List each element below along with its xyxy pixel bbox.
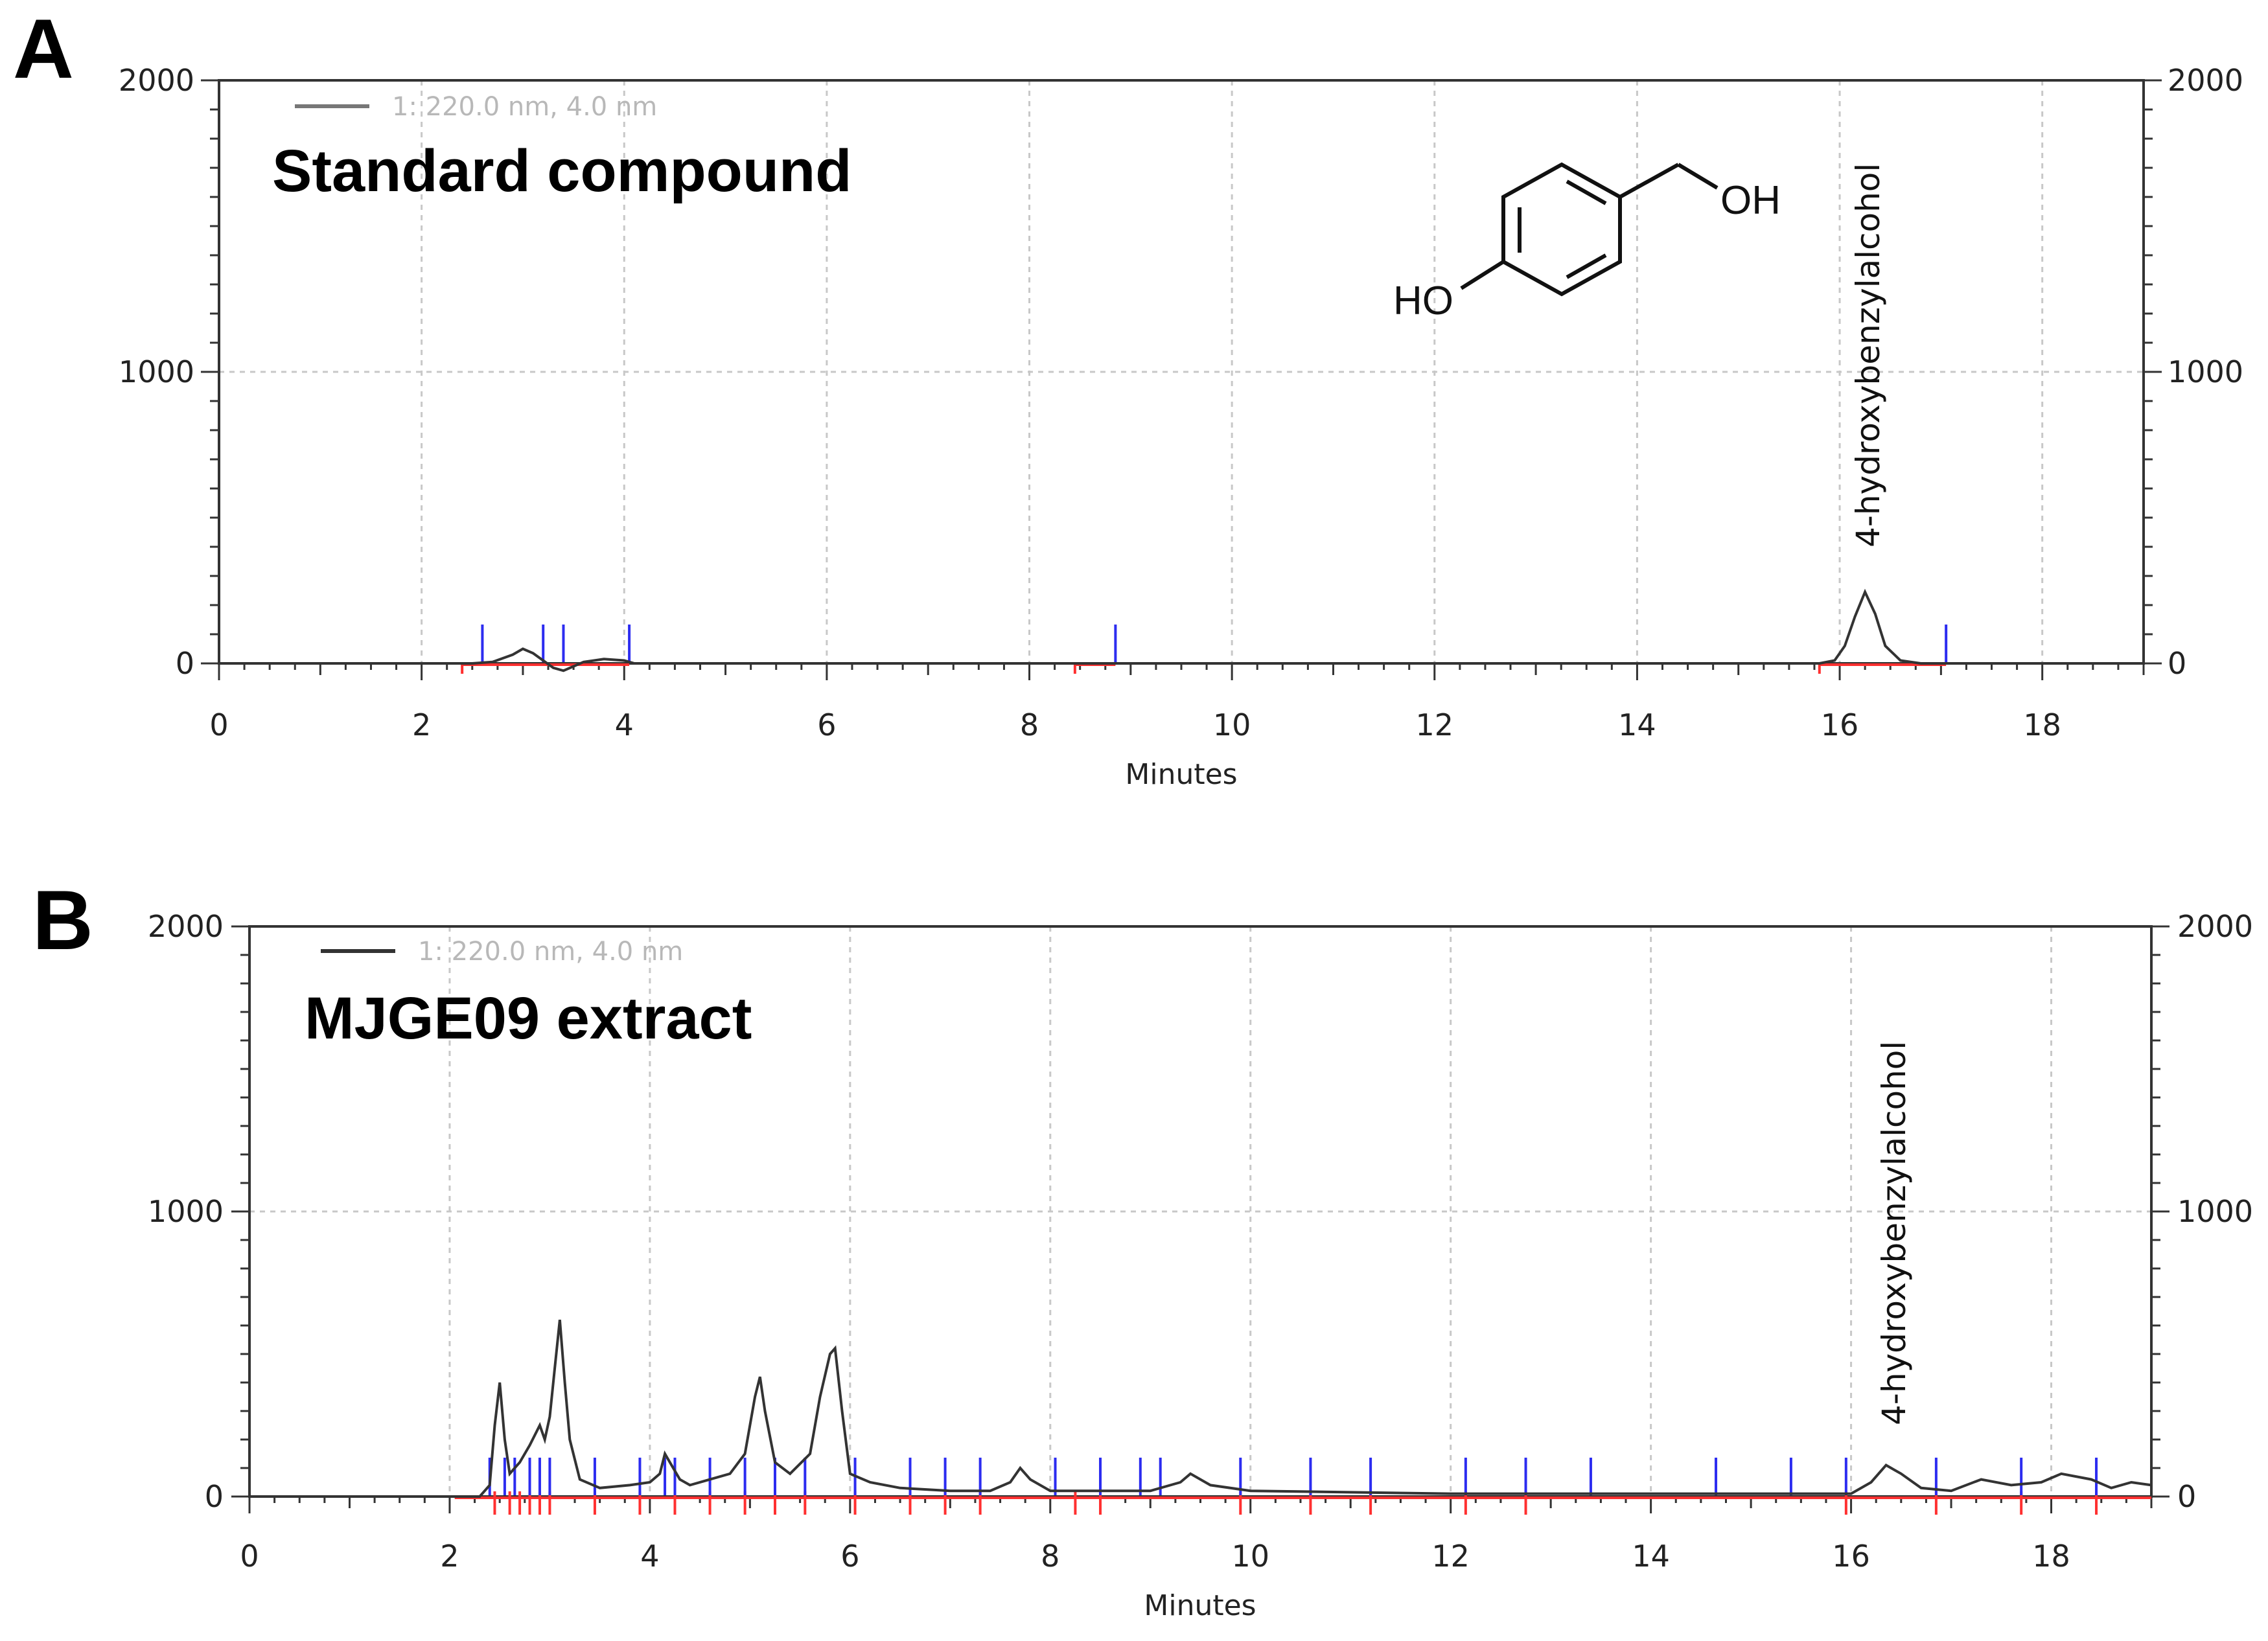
panel-label-a: A bbox=[13, 1, 74, 96]
panel-label-b: B bbox=[32, 873, 93, 967]
panel-b-y-ticks bbox=[231, 925, 2170, 1498]
panel-b-ytick-left-2000: 2000 bbox=[148, 909, 224, 944]
x-tick-label: 0 bbox=[209, 707, 228, 742]
ho-bond bbox=[1460, 260, 1505, 290]
x-tick-label: 18 bbox=[2032, 1539, 2070, 1574]
panel-b-x-tick-labels: 0 2 4 6 8 10 12 14 16 18 bbox=[240, 1539, 2070, 1574]
x-tick-label: 14 bbox=[1632, 1539, 1670, 1574]
panel-b: B 2000 1000 0 2000 1000 0 0 2 4 6 8 10 12 14 16 1… bbox=[32, 873, 2253, 1622]
panel-b-ytick-right-0: 0 bbox=[2177, 1479, 2196, 1514]
panel-b-legend-text: 1: 220.0 nm, 4.0 nm bbox=[418, 937, 683, 967]
x-tick-label: 10 bbox=[1231, 1539, 1269, 1574]
panel-b-ytick-right-1000: 1000 bbox=[2177, 1194, 2253, 1229]
panel-b-x-axis-label: Minutes bbox=[1144, 1589, 1256, 1622]
panel-b-ytick-left-1000: 1000 bbox=[148, 1194, 224, 1229]
panel-b-ytick-left-0: 0 bbox=[205, 1479, 224, 1514]
panel-a-chromatogram-trace bbox=[219, 588, 2144, 672]
x-tick-label: 2 bbox=[412, 707, 431, 742]
x-tick-label: 4 bbox=[615, 707, 634, 742]
panel-a-x-tick-labels: 0 2 4 6 8 10 12 14 16 18 bbox=[209, 707, 2061, 742]
panel-b-chromatogram-trace bbox=[249, 1319, 2152, 1498]
x-tick-label: 12 bbox=[1431, 1539, 1470, 1574]
x-tick-label: 4 bbox=[640, 1539, 659, 1574]
panel-a-ytick-left-0: 0 bbox=[176, 646, 194, 681]
panel-a-ytick-right-2000: 2000 bbox=[2168, 63, 2243, 98]
x-tick-label: 10 bbox=[1213, 707, 1251, 742]
x-tick-label: 6 bbox=[817, 707, 836, 742]
x-tick-label: 16 bbox=[1821, 707, 1859, 742]
panel-a-ytick-right-1000: 1000 bbox=[2168, 354, 2243, 389]
panel-b-peak-label: 4-hydroxybenzylalcohol bbox=[1875, 1041, 1913, 1425]
x-tick-label: 16 bbox=[1832, 1539, 1870, 1574]
x-tick-label: 8 bbox=[1020, 707, 1039, 742]
panel-a-ytick-left-1000: 1000 bbox=[119, 354, 194, 389]
ch2-bond bbox=[1619, 163, 1680, 199]
ring-double-bond-3 bbox=[1566, 253, 1607, 279]
x-tick-label: 12 bbox=[1416, 707, 1454, 742]
chemical-structure bbox=[1460, 162, 1718, 297]
x-tick-label: 8 bbox=[1041, 1539, 1059, 1574]
panel-b-title: MJGE09 extract bbox=[305, 985, 752, 1051]
panel-a-x-axis-label: Minutes bbox=[1125, 758, 1237, 791]
oh-bond bbox=[1677, 163, 1718, 190]
panel-a-ytick-right-0: 0 bbox=[2168, 646, 2186, 681]
x-tick-label: 6 bbox=[840, 1539, 859, 1574]
panel-a-ytick-left-2000: 2000 bbox=[119, 63, 194, 98]
x-tick-label: 14 bbox=[1618, 707, 1656, 742]
panel-a-peak-label: 4-hydroxybenzylalcohol bbox=[1849, 163, 1887, 547]
panel-a-y-ticks bbox=[201, 79, 2162, 665]
panel-b-ytick-right-2000: 2000 bbox=[2177, 909, 2253, 944]
panel-a-title: Standard compound bbox=[272, 138, 851, 204]
panel-b-peak-markers bbox=[454, 1458, 2151, 1515]
x-tick-label: 2 bbox=[440, 1539, 459, 1574]
x-tick-label: 0 bbox=[240, 1539, 259, 1574]
ring-double-bond-2 bbox=[1566, 179, 1607, 205]
panel-a: A 2000 1000 0 2000 1000 0 0 2 4 6 8 10 12 14 16 1… bbox=[13, 1, 2243, 791]
panel-a-legend-text: 1: 220.0 nm, 4.0 nm bbox=[392, 92, 657, 122]
x-tick-label: 18 bbox=[2023, 707, 2061, 742]
chem-oh-label: OH bbox=[1720, 178, 1781, 223]
panel-a-peak-markers bbox=[461, 625, 1948, 674]
chem-ho-label: HO bbox=[1393, 279, 1453, 323]
